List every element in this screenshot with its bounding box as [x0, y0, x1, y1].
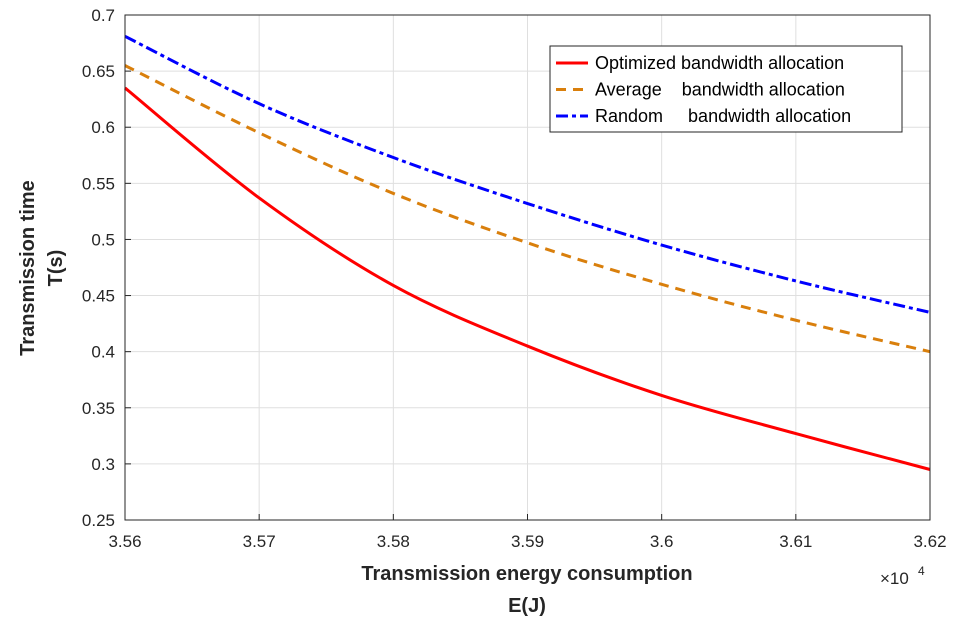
- x-tick-label: 3.61: [779, 532, 812, 551]
- y-tick-label: 0.55: [82, 174, 115, 193]
- plot-frame: [124, 14, 931, 521]
- x-exponent-power: 4: [918, 564, 925, 578]
- x-tick-label: 3.56: [108, 532, 141, 551]
- y-tick-label: 0.4: [91, 343, 115, 362]
- x-tick-label: 3.59: [511, 532, 544, 551]
- series-line-0: [124, 86, 931, 471]
- x-axis-label-unit: E(J): [508, 595, 546, 617]
- x-tick-label: 3.6: [650, 532, 674, 551]
- y-tick-label: 0.65: [82, 62, 115, 81]
- legend-label: Random bandwidth allocation: [595, 106, 851, 126]
- y-tick-label: 0.25: [82, 511, 115, 530]
- x-exponent-label: ×10: [880, 569, 909, 588]
- tick-labels: 3.56 3.57 3.58 3.59 3.6 3.61 3.62 0.25 0.3 0.35 0.…: [82, 6, 947, 551]
- y-axis-label: Transmission time: [17, 180, 39, 356]
- legend-box: [549, 45, 903, 133]
- series-line-2: [124, 34, 931, 314]
- legend: Optimized bandwidth allocation Average ba…: [549, 45, 903, 133]
- y-tick-label: 0.7: [91, 6, 115, 25]
- legend-label: Optimized bandwidth allocation: [595, 53, 844, 73]
- y-axis-label-unit: T(s): [45, 250, 67, 287]
- x-tick-label: 3.57: [243, 532, 276, 551]
- x-axis-label: Transmission energy consumption: [361, 563, 692, 585]
- y-tick-label: 0.5: [91, 230, 115, 249]
- series-line-1: [124, 64, 931, 354]
- y-tick-label: 0.3: [91, 455, 115, 474]
- series-lines: [124, 34, 931, 471]
- y-tick-label: 0.6: [91, 118, 115, 137]
- x-tick-label: 3.62: [913, 532, 946, 551]
- y-tick-label: 0.35: [82, 399, 115, 418]
- legend-label: Average bandwidth allocation: [595, 80, 845, 100]
- y-tick-label: 0.45: [82, 287, 115, 306]
- x-tick-label: 3.58: [377, 532, 410, 551]
